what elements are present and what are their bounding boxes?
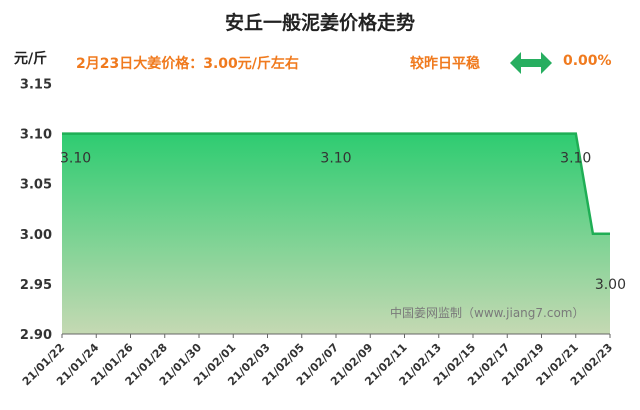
price-summary-text: 2月23日大姜价格：3.00元/斤左右	[76, 56, 299, 72]
chart-title: 安丘一般泥姜价格走势	[224, 12, 415, 34]
data-label: 3.00	[595, 277, 626, 293]
price-area-fill	[62, 133, 610, 334]
change-percent-value: 0.00%	[563, 53, 612, 69]
y-tick-label: 2.95	[20, 278, 52, 293]
double-arrow-horizontal-icon	[510, 52, 552, 74]
y-axis-unit-label: 元/斤	[14, 51, 48, 67]
y-tick-label: 3.05	[20, 178, 52, 193]
data-label: 3.10	[560, 151, 591, 167]
y-tick-label: 2.90	[20, 328, 52, 343]
watermark-text: 中国姜网监制（www.jiang7.com）	[390, 305, 584, 320]
data-labels: 3.10 3.10 3.10 3.00	[60, 151, 626, 293]
x-axis-ticks: 21/01/2221/01/2421/01/2621/01/2821/01/30…	[20, 334, 615, 388]
y-tick-label: 3.15	[20, 78, 52, 93]
price-line	[62, 132, 610, 236]
data-label: 3.10	[60, 151, 91, 167]
y-tick-label: 3.00	[20, 228, 52, 243]
compare-status-label: 较昨日平稳	[410, 56, 480, 72]
y-tick-label: 3.10	[20, 128, 52, 143]
data-label: 3.10	[320, 151, 351, 167]
y-axis-ticks: 2.90 2.95 3.00 3.05 3.10 3.15	[20, 78, 52, 344]
